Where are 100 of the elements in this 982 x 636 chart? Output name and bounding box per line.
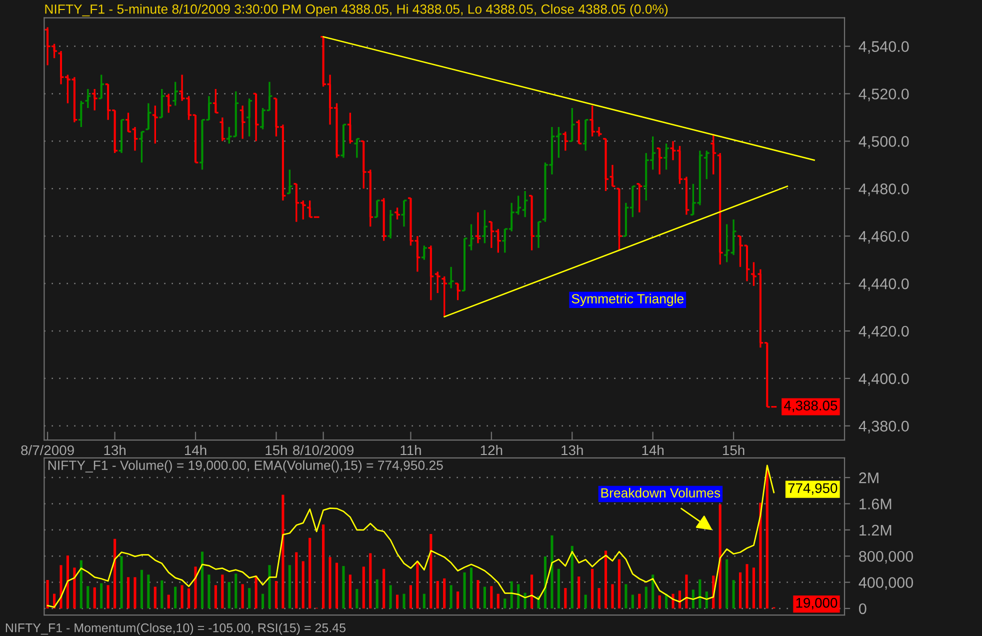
bar	[544, 556, 547, 608]
bar	[322, 524, 325, 608]
bar	[618, 559, 620, 608]
text: 19,000	[796, 598, 838, 610]
bar	[443, 578, 446, 608]
bar	[376, 579, 378, 608]
bar	[517, 584, 520, 608]
bar	[470, 568, 473, 608]
bar	[328, 557, 332, 608]
y-tick-label: 0	[859, 603, 866, 614]
bar	[288, 565, 291, 608]
bar	[356, 588, 358, 608]
bar	[174, 586, 177, 608]
bar	[147, 574, 150, 608]
y-tick-label: 1.6M	[860, 498, 892, 510]
bar	[167, 594, 170, 608]
bar	[348, 574, 352, 608]
y-tick-label: 4,400.0	[858, 373, 909, 386]
bar	[188, 588, 190, 608]
y-tick-label: 4,380.0	[858, 420, 909, 434]
bar	[282, 494, 284, 608]
bar	[100, 583, 103, 608]
x-tick-label: 13h	[562, 444, 583, 456]
bar	[335, 562, 338, 608]
y-tick-label: 1.2M	[860, 524, 892, 536]
bar	[557, 568, 560, 608]
bar	[106, 585, 110, 608]
bar	[134, 577, 136, 608]
x-tick-label: 15h	[266, 444, 287, 456]
bar	[490, 586, 493, 608]
chart-title: NIFTY_F1 - Volume() = 19,000.00, EMA(Volume(),15) = 774,950.25	[48, 460, 443, 473]
y-tick-label: 4,440.0	[858, 278, 909, 292]
bar	[208, 574, 210, 608]
bar	[578, 576, 580, 608]
bar	[430, 534, 432, 608]
bar	[308, 538, 312, 608]
bar	[140, 570, 143, 608]
bar	[752, 568, 756, 608]
bar	[93, 587, 96, 608]
bar	[450, 585, 452, 608]
bar	[302, 561, 304, 608]
bar	[638, 594, 641, 608]
bar	[746, 564, 748, 608]
y-tick-label: 4,500.0	[858, 136, 909, 149]
y-tick-label: 4,460.0	[858, 230, 909, 244]
x-tick-label: 15h	[723, 444, 744, 456]
bar	[496, 594, 500, 608]
bar	[228, 582, 230, 608]
bar	[60, 565, 62, 608]
y-tick-label: 800,000	[859, 550, 914, 564]
bar	[759, 502, 762, 608]
bar	[409, 585, 412, 608]
bar	[698, 579, 702, 608]
bar	[692, 590, 694, 608]
bar	[705, 592, 708, 608]
bar	[369, 553, 372, 608]
bar	[598, 588, 600, 608]
bar	[644, 586, 648, 608]
y-tick-label: 4,520.0	[858, 88, 909, 102]
bar	[510, 581, 513, 608]
bar	[274, 580, 278, 608]
bar	[295, 552, 298, 608]
bar	[766, 468, 768, 608]
bar	[389, 585, 392, 608]
text: NIFTY_F1 - Momentum(Close,10) = -105.00, RSI(15) = 25.45	[6, 623, 346, 635]
bar	[362, 566, 365, 608]
x-tick-label: 12h	[480, 444, 502, 456]
bar	[80, 560, 82, 608]
bar	[652, 574, 654, 608]
bar	[382, 568, 386, 608]
bar	[504, 598, 506, 608]
bar	[739, 572, 742, 608]
bar	[154, 586, 156, 608]
bar	[584, 594, 587, 608]
bar	[416, 562, 419, 608]
bar	[604, 550, 608, 608]
bar	[611, 584, 614, 608]
x-tick-label: 8/10/2009	[293, 444, 354, 456]
bar	[200, 552, 204, 608]
bar	[436, 580, 439, 608]
y-tick-label: 4,540.0	[858, 41, 909, 54]
bar	[718, 504, 722, 608]
bar	[685, 574, 688, 608]
bar	[73, 568, 76, 608]
bar	[261, 594, 264, 608]
bar	[530, 574, 534, 608]
bar	[550, 535, 554, 608]
text: 774,950	[788, 483, 838, 495]
bar	[221, 574, 224, 608]
x-tick-label: 13h	[104, 444, 126, 456]
bar	[126, 577, 130, 608]
bar	[66, 555, 70, 608]
bar	[591, 568, 594, 608]
bar	[624, 584, 628, 608]
annotation: Symmetric Triangle	[572, 294, 684, 306]
bar	[114, 538, 116, 608]
bar	[422, 594, 426, 608]
x-tick-label: 14h	[184, 444, 206, 456]
bar	[214, 585, 217, 608]
bar	[726, 559, 728, 608]
